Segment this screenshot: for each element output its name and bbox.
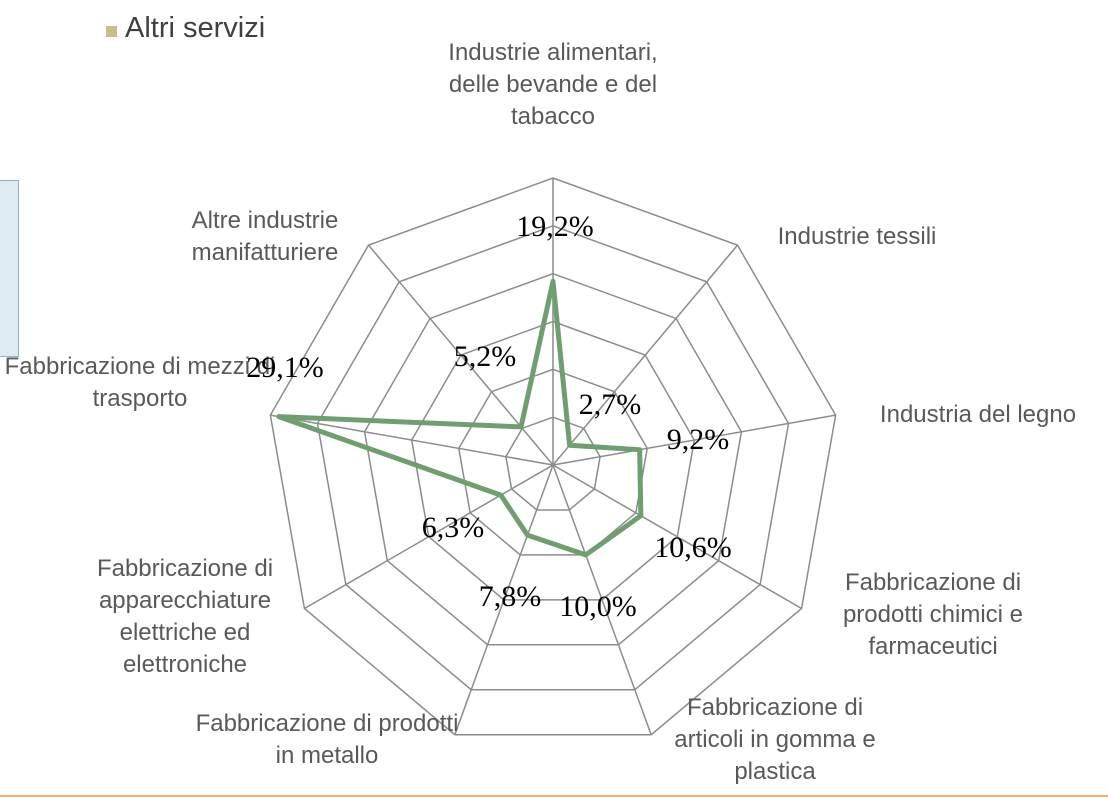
side-panel — [0, 180, 19, 357]
footer-line — [0, 795, 1108, 797]
value-label: 5,2% — [453, 340, 517, 373]
spoke — [270, 414, 554, 466]
spoke — [552, 464, 652, 735]
category-label: Industria del legno — [879, 401, 1077, 428]
grid-ring — [458, 368, 648, 556]
grid-ring — [269, 177, 837, 736]
category-label: Fabbricazione di prodotti in metallo — [195, 710, 459, 769]
legend-label: Altri servizi — [125, 12, 266, 44]
spoke — [304, 464, 554, 610]
category-label: Fabbricazione di mezzi di trasporto — [4, 353, 276, 412]
spoke — [552, 414, 836, 466]
value-label: 10,6% — [654, 531, 732, 564]
value-label: 19,2% — [516, 210, 594, 243]
value-label: 7,8% — [478, 580, 542, 613]
legend-swatch — [106, 26, 117, 37]
grid-ring — [316, 225, 790, 691]
category-label: Altre industrie manifatturiere — [191, 207, 339, 266]
grid-ring — [505, 416, 601, 511]
grid-ring — [363, 272, 743, 646]
value-label: 29,1% — [246, 351, 324, 384]
series-line — [276, 278, 644, 558]
value-label: 2,7% — [578, 388, 642, 421]
category-label: Industrie tessili — [777, 223, 937, 250]
category-label: Fabbricazione di apparecchiature elettri… — [96, 555, 274, 678]
grid-ring — [410, 320, 696, 601]
spoke — [454, 464, 554, 735]
spoke — [552, 244, 739, 466]
category-label: Fabbricazione di prodotti chimici e farm… — [842, 569, 1024, 660]
spoke — [552, 464, 802, 610]
category-label: Industrie alimentari, delle bevande e de… — [448, 39, 658, 130]
value-label: 10,0% — [559, 590, 637, 623]
category-label: Fabbricazione di articoli in gomma e pla… — [674, 694, 876, 785]
value-label: 9,2% — [666, 423, 730, 456]
value-label: 6,3% — [421, 511, 485, 544]
